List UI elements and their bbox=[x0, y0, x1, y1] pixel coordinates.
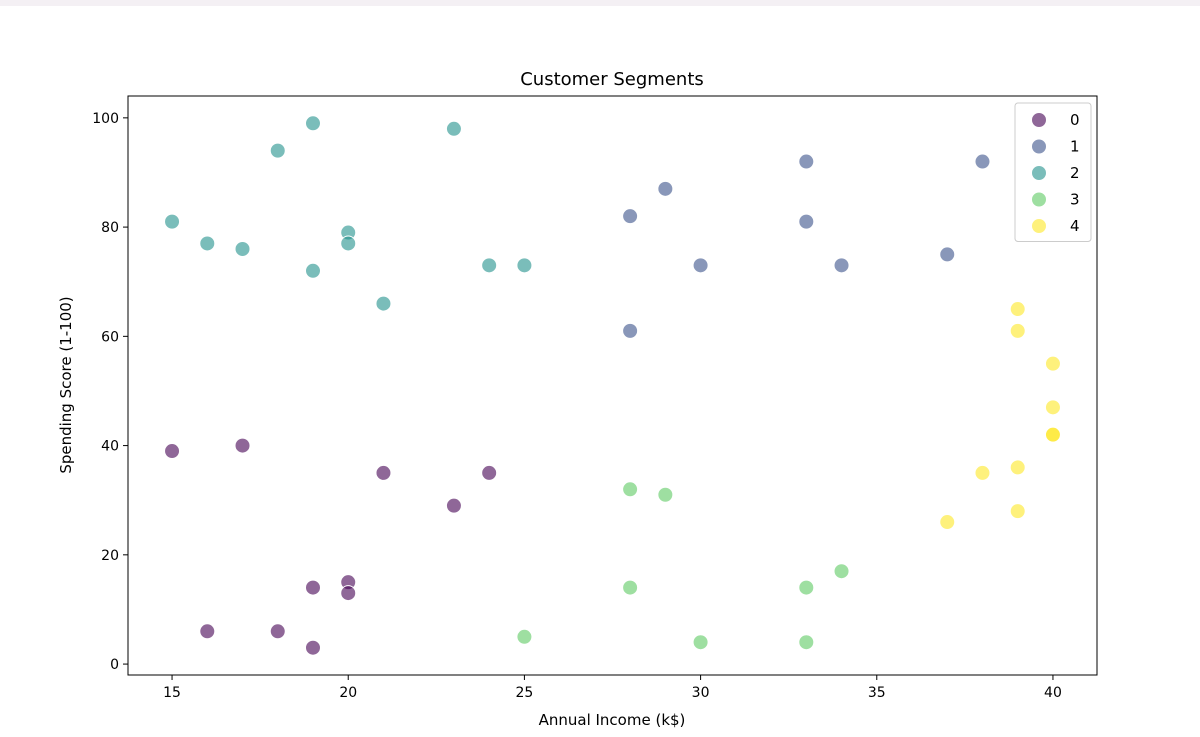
scatter-point-cluster-2 bbox=[304, 262, 321, 279]
scatter-point-cluster-1 bbox=[622, 208, 639, 225]
legend-label: 2 bbox=[1070, 164, 1080, 182]
scatter-point-cluster-2 bbox=[481, 257, 498, 274]
scatter-point-cluster-0 bbox=[375, 464, 392, 481]
x-tick-label: 30 bbox=[692, 685, 710, 701]
x-tick-label: 40 bbox=[1044, 685, 1062, 701]
scatter-point-cluster-2 bbox=[269, 142, 286, 159]
scatter-point-cluster-2 bbox=[445, 120, 462, 137]
scatter-point-cluster-0 bbox=[481, 464, 498, 481]
y-tick-label: 60 bbox=[101, 329, 119, 345]
legend-label: 4 bbox=[1070, 217, 1080, 235]
x-tick-label: 35 bbox=[868, 685, 886, 701]
plot-frame bbox=[127, 95, 1098, 676]
points-layer bbox=[164, 115, 1061, 656]
scatter-point-cluster-3 bbox=[692, 634, 709, 651]
scatter-point-cluster-1 bbox=[657, 180, 674, 197]
chart-title: Customer Segments bbox=[520, 69, 704, 90]
scatter-point-cluster-3 bbox=[657, 486, 674, 503]
scatter-point-cluster-4 bbox=[1009, 301, 1026, 318]
scatter-point-cluster-1 bbox=[798, 153, 815, 170]
scatter-point-cluster-4 bbox=[974, 464, 991, 481]
scatter-point-cluster-0 bbox=[340, 585, 357, 602]
legend: 0 1 2 3 4 bbox=[1014, 102, 1092, 242]
scatter-point-cluster-4 bbox=[1044, 399, 1061, 416]
legend-label: 3 bbox=[1070, 191, 1080, 209]
legend-marker bbox=[1031, 218, 1047, 234]
legend-marker bbox=[1031, 191, 1047, 208]
scatter-point-cluster-2 bbox=[516, 257, 533, 274]
x-tick-label: 15 bbox=[163, 685, 181, 701]
x-axis-label: Annual Income (k$) bbox=[539, 711, 686, 729]
y-tick-label: 100 bbox=[92, 111, 119, 127]
scatter-point-cluster-0 bbox=[234, 437, 251, 454]
legend-marker bbox=[1031, 165, 1047, 181]
scatter-point-cluster-3 bbox=[798, 579, 815, 596]
legend-box bbox=[1014, 102, 1092, 242]
scatter-point-cluster-3 bbox=[516, 628, 533, 645]
y-axis-label: Spending Score (1-100) bbox=[57, 296, 75, 473]
window-top-strip bbox=[0, 0, 1200, 6]
scatter-point-cluster-4 bbox=[1044, 426, 1061, 443]
scatter-point-cluster-3 bbox=[622, 481, 639, 498]
y-tick-label: 40 bbox=[101, 439, 119, 455]
x-tick-label: 25 bbox=[515, 685, 533, 701]
legend-label: 1 bbox=[1070, 138, 1080, 156]
scatter-point-cluster-3 bbox=[622, 579, 639, 596]
y-tick-label: 0 bbox=[110, 657, 119, 673]
y-tick-label: 80 bbox=[101, 220, 119, 236]
scatter-point-cluster-0 bbox=[164, 443, 181, 460]
scatter-point-cluster-2 bbox=[304, 115, 321, 132]
scatter-point-cluster-4 bbox=[1044, 355, 1061, 372]
scatter-point-cluster-2 bbox=[199, 235, 216, 252]
scatter-point-cluster-1 bbox=[939, 246, 956, 263]
legend-label: 0 bbox=[1070, 111, 1080, 129]
scatter-point-cluster-4 bbox=[1009, 322, 1026, 339]
scatter-point-cluster-1 bbox=[692, 257, 709, 274]
legend-marker bbox=[1031, 138, 1047, 155]
scatter-point-cluster-2 bbox=[234, 240, 251, 257]
scatter-point-cluster-3 bbox=[798, 634, 815, 651]
scatter-point-cluster-0 bbox=[445, 497, 462, 514]
scatter-point-cluster-4 bbox=[1009, 503, 1026, 520]
ticks-layer: 15 20 25 30 35 40 0 20 40 60 80 100 bbox=[92, 111, 1062, 701]
scatter-point-cluster-1 bbox=[622, 322, 639, 339]
scatter-point-cluster-4 bbox=[939, 514, 956, 531]
scatter-point-cluster-0 bbox=[304, 639, 321, 656]
scatter-point-cluster-3 bbox=[833, 563, 850, 580]
scatter-point-cluster-4 bbox=[1009, 459, 1026, 476]
scatter-point-cluster-1 bbox=[974, 153, 991, 170]
scatter-point-cluster-1 bbox=[798, 213, 815, 230]
scatter-point-cluster-2 bbox=[375, 295, 392, 312]
legend-marker bbox=[1031, 112, 1047, 128]
scatter-point-cluster-2 bbox=[340, 235, 357, 252]
scatter-point-cluster-0 bbox=[199, 623, 216, 640]
scatter-point-cluster-1 bbox=[833, 257, 850, 274]
x-tick-label: 20 bbox=[339, 685, 357, 701]
scatter-point-cluster-2 bbox=[164, 213, 181, 230]
y-tick-label: 20 bbox=[101, 548, 119, 564]
scatter-point-cluster-0 bbox=[304, 579, 321, 596]
scatter-point-cluster-0 bbox=[269, 623, 286, 640]
